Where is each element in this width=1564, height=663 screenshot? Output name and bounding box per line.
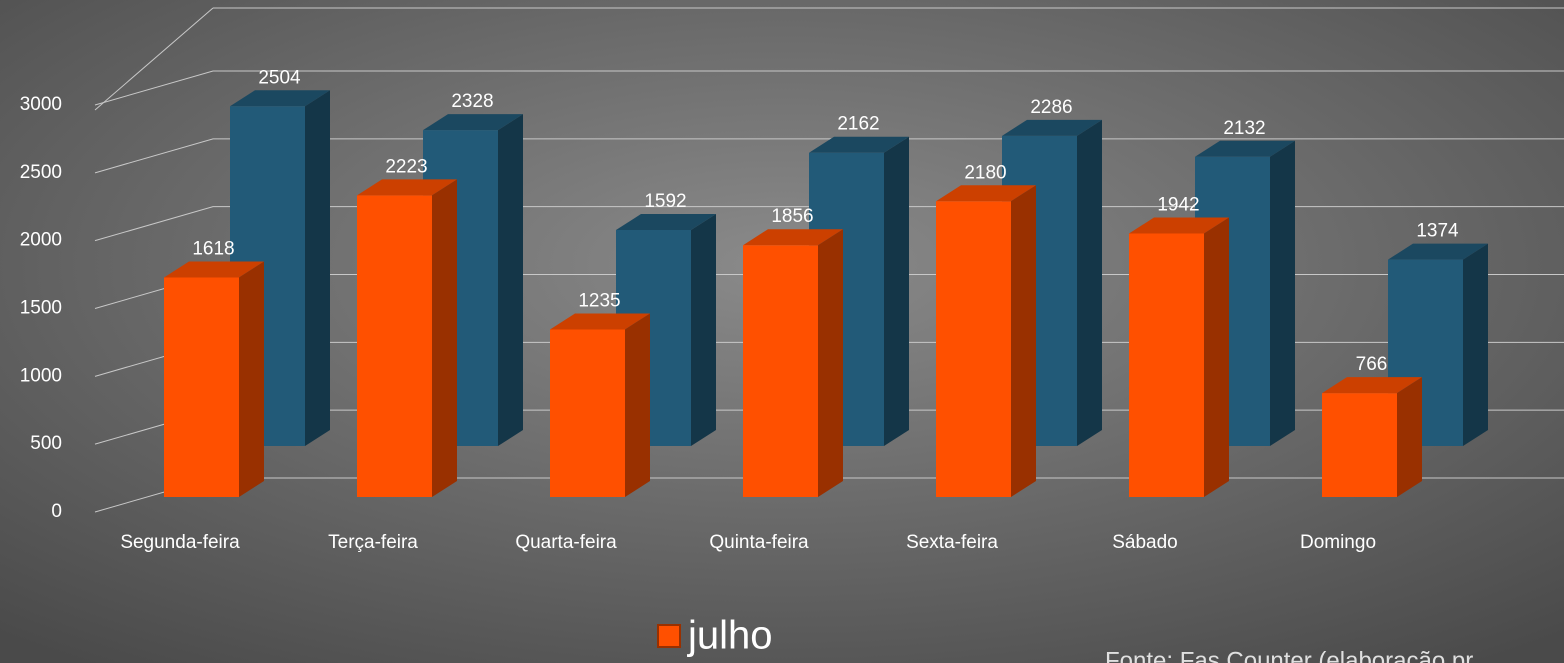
bar-face	[809, 136, 909, 153]
value-label: 1618	[192, 239, 234, 260]
y-tick-label: 1500	[20, 298, 62, 319]
x-tick-label: Domingo	[1300, 532, 1376, 553]
bar	[1129, 217, 1229, 497]
y-tick-label: 2000	[20, 230, 62, 251]
value-label: 1942	[1157, 195, 1199, 216]
bar	[550, 313, 650, 497]
bar	[1322, 377, 1422, 497]
bar-face	[936, 185, 1036, 202]
bar-face	[357, 195, 432, 497]
x-tick-label: Sábado	[1112, 532, 1178, 553]
bar-face	[1129, 233, 1204, 497]
bar-face	[1195, 140, 1295, 157]
value-label: 1235	[578, 290, 620, 311]
x-tick-label: Quarta-feira	[515, 532, 617, 553]
grid-line	[94, 70, 1564, 106]
bar-face	[357, 179, 457, 196]
x-tick-label: Segunda-feira	[120, 532, 240, 553]
bar-face	[239, 261, 264, 497]
bar-face	[432, 179, 457, 497]
source: Fonte: Fas Counter (elaboração pr	[1105, 647, 1473, 663]
bar-face	[1322, 393, 1397, 497]
bar-face	[164, 277, 239, 497]
bar-face	[743, 245, 818, 497]
bar-face	[1002, 119, 1102, 136]
grid-line	[94, 206, 1564, 242]
bar-face	[616, 214, 716, 231]
bar	[164, 261, 264, 497]
bar	[936, 185, 1036, 497]
bar-face	[818, 229, 843, 497]
bar-face	[625, 313, 650, 497]
bar-face	[1270, 140, 1295, 446]
bar-face	[550, 313, 650, 330]
bar-face	[1397, 377, 1422, 497]
value-label: 1856	[771, 206, 813, 227]
y-tick-label: 2500	[20, 162, 62, 183]
y-tick-label: 3000	[20, 94, 62, 115]
legend-swatch	[657, 624, 681, 648]
bar-face	[1388, 243, 1488, 260]
value-label: 766	[1356, 354, 1388, 375]
bar-face	[305, 90, 330, 447]
x-tick-label: Terça-feira	[328, 532, 418, 553]
bar-face	[1129, 217, 1229, 234]
grid-line	[94, 138, 1564, 174]
bar-face	[1011, 185, 1036, 497]
bar-face	[1204, 217, 1229, 497]
y-tick-label: 500	[30, 433, 62, 454]
bar-face	[1077, 119, 1102, 446]
legend-label: julho	[687, 614, 773, 658]
value-label: 2162	[837, 114, 879, 135]
bar-face	[498, 114, 523, 446]
wall-edge	[94, 7, 214, 111]
y-tick-label: 0	[51, 501, 62, 522]
bar-face	[164, 261, 264, 278]
value-label: 2286	[1030, 97, 1072, 118]
value-label: 2180	[964, 162, 1006, 183]
bar-face	[1463, 243, 1488, 446]
value-label: 2328	[451, 91, 493, 112]
value-label: 1592	[644, 191, 686, 212]
x-tick-label: Sexta-feira	[906, 532, 998, 553]
value-label: 2132	[1223, 118, 1265, 139]
bar-face	[743, 229, 843, 246]
value-label: 2223	[385, 156, 427, 177]
bar-face	[230, 90, 330, 107]
value-label: 2504	[258, 67, 301, 88]
x-tick-label: Quinta-feira	[709, 532, 809, 553]
bar	[357, 179, 457, 497]
bar-face	[936, 201, 1011, 497]
bar	[743, 229, 843, 497]
bar-face	[1322, 377, 1422, 394]
y-tick-label: 1000	[20, 365, 62, 386]
value-label: 1374	[1416, 221, 1459, 242]
bar-face	[423, 114, 523, 131]
bar-face	[884, 136, 909, 446]
bar-face	[550, 329, 625, 497]
bar-face	[691, 214, 716, 446]
